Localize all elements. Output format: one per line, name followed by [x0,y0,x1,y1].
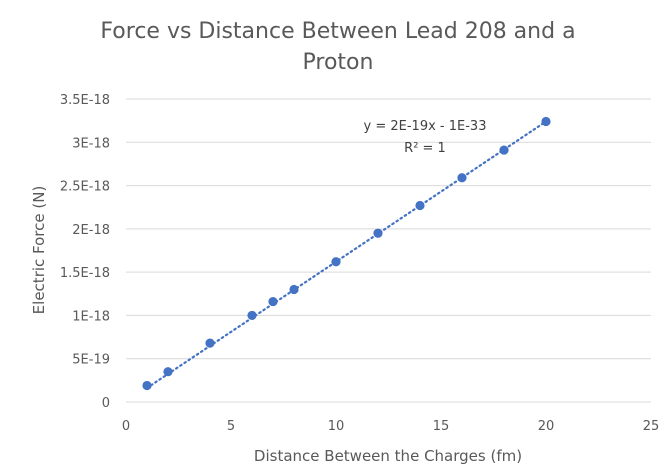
chart-title-line-2: Proton [303,50,374,75]
y-tick-label-6: 3E-18 [72,136,110,151]
data-point-8 [415,200,425,211]
x-axis-ticks: 0 5 10 15 20 25 [122,419,659,434]
data-point-2 [205,338,215,348]
trendline-equation: y = 2E-19x - 1E-33 [364,119,487,134]
trendline-r-squared: R² = 1 [404,141,446,156]
data-points [142,116,551,391]
data-point-7 [373,228,383,238]
y-tick-label-4: 2E-18 [72,223,110,238]
data-point-3 [247,310,257,321]
x-axis-label: Distance Between the Charges (fm) [254,447,522,465]
x-tick-label-4: 20 [538,419,555,434]
y-axis-label: Electric Force (N) [30,186,48,315]
x-tick-label-3: 15 [433,419,450,434]
data-point-11 [541,116,551,127]
x-tick-label-5: 25 [643,419,660,434]
data-point-6 [331,257,341,267]
y-axis-ticks: 0 5E-19 1E-18 1.5E-18 2E-18 2.5E-18 3E-18 3.5E-… [60,93,110,411]
x-tick-label-2: 10 [328,419,345,434]
data-point-9 [457,173,467,183]
data-point-5 [289,284,299,295]
data-point-4 [268,296,278,307]
y-tick-label-3: 1.5E-18 [60,266,110,281]
trendline [145,120,548,390]
data-point-1 [163,367,173,377]
y-tick-label-2: 1E-18 [72,309,110,324]
data-point-0 [142,380,152,391]
y-tick-label-7: 3.5E-18 [60,93,110,108]
y-tick-label-5: 2.5E-18 [60,180,110,195]
x-tick-label-1: 5 [227,419,235,434]
chart-title-line-1: Force vs Distance Between Lead 208 and a [100,19,575,44]
y-tick-label-0: 0 [102,396,110,411]
y-tick-label-1: 5E-19 [72,353,110,368]
data-point-10 [499,145,509,155]
grid-lines [126,98,651,360]
x-tick-label-0: 0 [122,419,130,434]
